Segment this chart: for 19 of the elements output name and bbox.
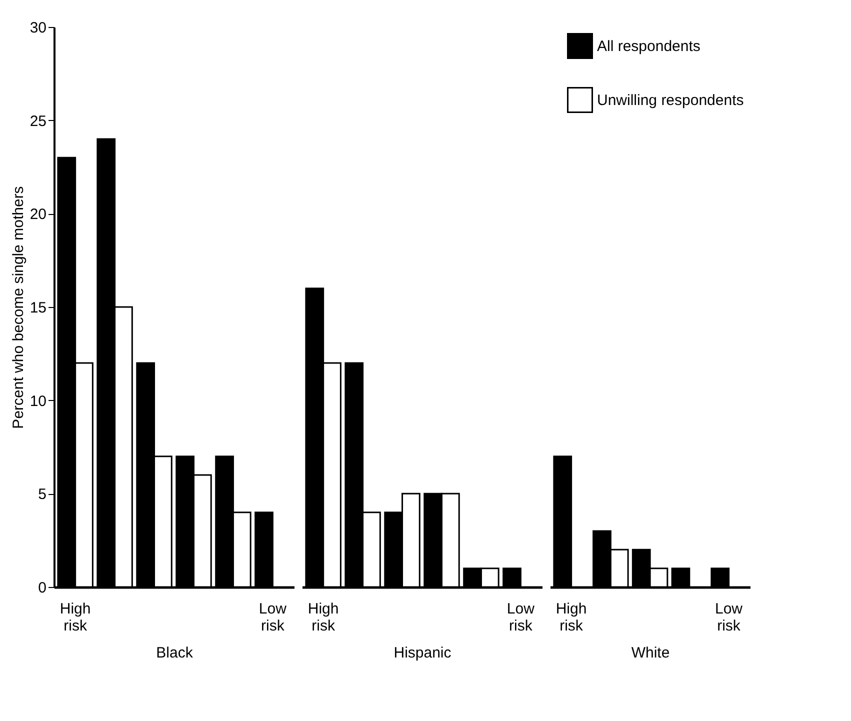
y-tick-label: 25 <box>30 112 46 130</box>
y-tick-label: 0 <box>38 580 46 596</box>
y-tick-label: 30 <box>30 20 46 36</box>
x-axis-title: Black <box>156 644 194 662</box>
x-tick-label: Low risk <box>714 600 743 634</box>
y-tick-label: 20 <box>30 206 46 224</box>
legend-label: All respondents <box>597 38 700 55</box>
x-tick-label: High risk <box>556 600 587 634</box>
y-tick-label: 10 <box>30 392 46 410</box>
legend-label: Unwilling respondents <box>597 92 744 109</box>
x-tick-label: High risk <box>308 600 339 634</box>
y-tick-label: 5 <box>38 486 46 504</box>
x-tick-label: Low risk <box>258 600 287 634</box>
x-tick-label: High risk <box>60 600 91 634</box>
y-tick-label: 15 <box>30 300 46 316</box>
x-axis-title: Hispanic <box>394 644 452 662</box>
y-axis-title: Percent who become single mothers <box>10 186 27 429</box>
x-axis-title: White <box>631 644 670 662</box>
x-tick-label: Low risk <box>506 600 535 634</box>
